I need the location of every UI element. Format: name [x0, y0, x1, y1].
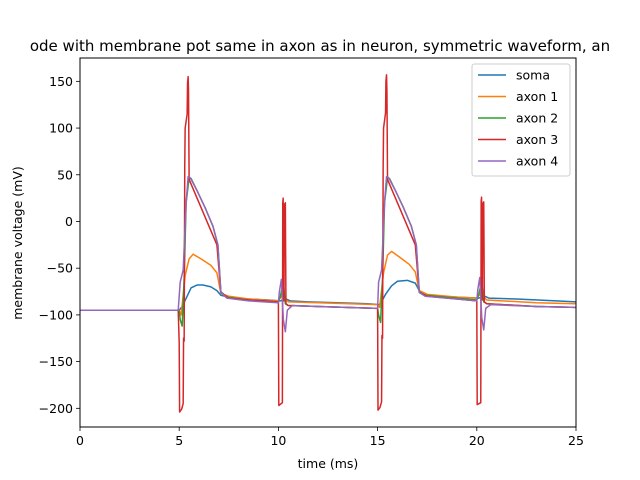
legend-label: axon 4: [516, 154, 558, 169]
x-axis-label: time (ms): [298, 456, 359, 471]
x-tick-label: 25: [568, 433, 584, 448]
plot-area: [80, 74, 577, 413]
x-tick-label: 5: [175, 433, 183, 448]
y-tick-label: 50: [57, 167, 73, 182]
x-tick-label: 0: [76, 433, 84, 448]
y-axis-label: membrane voltage (mV): [10, 166, 25, 320]
y-tick-label: 100: [49, 121, 73, 136]
y-tick-label: 0: [65, 214, 73, 229]
legend: soma axon 1 axon 2 axon 3 axon 4: [471, 63, 571, 177]
chart-title: ode with membrane pot same in axon as in…: [30, 37, 610, 55]
legend-label: axon 3: [516, 132, 558, 147]
legend-label: soma: [516, 68, 550, 83]
y-tick-label: −200: [39, 401, 73, 416]
y-tick-label: −50: [47, 261, 73, 276]
y-tick-label: −100: [39, 307, 73, 322]
series-line-axon-1: [80, 250, 577, 316]
x-tick-label: 10: [270, 433, 286, 448]
y-tick-label: 150: [49, 74, 73, 89]
y-axis: −200 −150 −100 −50 0 50 100 150: [39, 74, 80, 416]
legend-label: axon 2: [516, 111, 558, 126]
series-line-axon-4: [80, 175, 577, 333]
x-tick-label: 20: [469, 433, 485, 448]
x-axis: 0 5 10 15 20 25: [76, 427, 584, 448]
x-tick-label: 15: [370, 433, 386, 448]
legend-box: [471, 63, 571, 177]
legend-label: axon 1: [516, 89, 558, 104]
plot-frame: [79, 57, 577, 428]
y-tick-label: −150: [39, 354, 73, 369]
